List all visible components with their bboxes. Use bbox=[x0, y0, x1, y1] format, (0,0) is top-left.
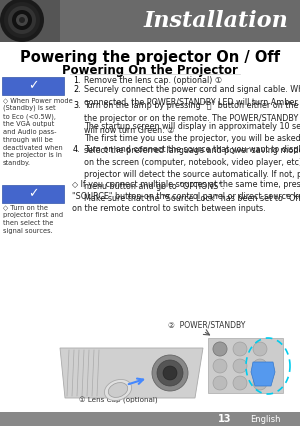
Circle shape bbox=[233, 376, 247, 390]
Circle shape bbox=[0, 0, 44, 42]
Circle shape bbox=[233, 342, 247, 356]
Text: Installation: Installation bbox=[143, 10, 288, 32]
Text: Powering the projector On / Off: Powering the projector On / Off bbox=[20, 50, 280, 65]
Bar bbox=[2, 184, 64, 202]
Text: Remove the lens cap. (optional) ①: Remove the lens cap. (optional) ① bbox=[84, 76, 222, 85]
Text: 2.: 2. bbox=[73, 86, 81, 95]
Bar bbox=[60, 0, 300, 42]
Text: 4.: 4. bbox=[73, 146, 80, 155]
Text: 13: 13 bbox=[218, 414, 232, 424]
Circle shape bbox=[253, 342, 267, 356]
Text: Securely connect the power cord and signal cable. When
connected, the POWER/STAN: Securely connect the power cord and sign… bbox=[84, 86, 300, 106]
Circle shape bbox=[213, 376, 227, 390]
Text: 1.: 1. bbox=[73, 76, 80, 85]
Bar bbox=[0, 0, 300, 5]
Circle shape bbox=[213, 359, 227, 373]
Text: ◇ If you connect multiple sources at the same time, press the
"SOURCE" button on: ◇ If you connect multiple sources at the… bbox=[72, 180, 300, 213]
Text: Turn on and connect the source that you want to display
on the screen (computer,: Turn on and connect the source that you … bbox=[84, 146, 300, 203]
Text: English: English bbox=[250, 414, 280, 423]
Text: 3.: 3. bbox=[73, 101, 80, 110]
Bar bbox=[0, 0, 300, 42]
Bar bbox=[208, 338, 283, 393]
Ellipse shape bbox=[108, 383, 128, 397]
Text: ◇ When Power mode
(Standby) is set
to Eco (<0.5W),
the VGA output
and Audio pass: ◇ When Power mode (Standby) is set to Ec… bbox=[3, 97, 73, 166]
Bar bbox=[0, 412, 300, 426]
Bar bbox=[0, 0, 60, 42]
Circle shape bbox=[163, 366, 177, 380]
Bar bbox=[2, 77, 64, 95]
Circle shape bbox=[253, 376, 267, 390]
Circle shape bbox=[152, 355, 188, 391]
Text: Turn on the lamp by pressing "⏻" button either on the top of
the projector or on: Turn on the lamp by pressing "⏻" button … bbox=[84, 101, 300, 135]
Polygon shape bbox=[251, 362, 275, 386]
Text: The startup screen will display in approximately 10 seconds.
The first time you : The startup screen will display in appro… bbox=[84, 122, 300, 155]
Circle shape bbox=[233, 359, 247, 373]
Text: ✓: ✓ bbox=[28, 80, 38, 92]
Ellipse shape bbox=[104, 380, 132, 400]
Circle shape bbox=[253, 359, 267, 373]
Circle shape bbox=[16, 14, 28, 26]
Text: ◇ Turn on the
projector first and
then select the
signal sources.: ◇ Turn on the projector first and then s… bbox=[3, 204, 63, 234]
Text: ②  POWER/STANDBY: ② POWER/STANDBY bbox=[168, 321, 245, 330]
Circle shape bbox=[157, 360, 183, 386]
Polygon shape bbox=[60, 348, 203, 398]
Circle shape bbox=[8, 6, 36, 34]
Text: ① Lens Cap (optional): ① Lens Cap (optional) bbox=[79, 397, 157, 404]
Circle shape bbox=[4, 2, 40, 38]
Circle shape bbox=[19, 17, 25, 23]
Text: ✓: ✓ bbox=[28, 187, 38, 200]
Text: Powering On the Projector: Powering On the Projector bbox=[62, 64, 238, 77]
Circle shape bbox=[213, 342, 227, 356]
Circle shape bbox=[12, 10, 32, 30]
Circle shape bbox=[213, 342, 227, 356]
